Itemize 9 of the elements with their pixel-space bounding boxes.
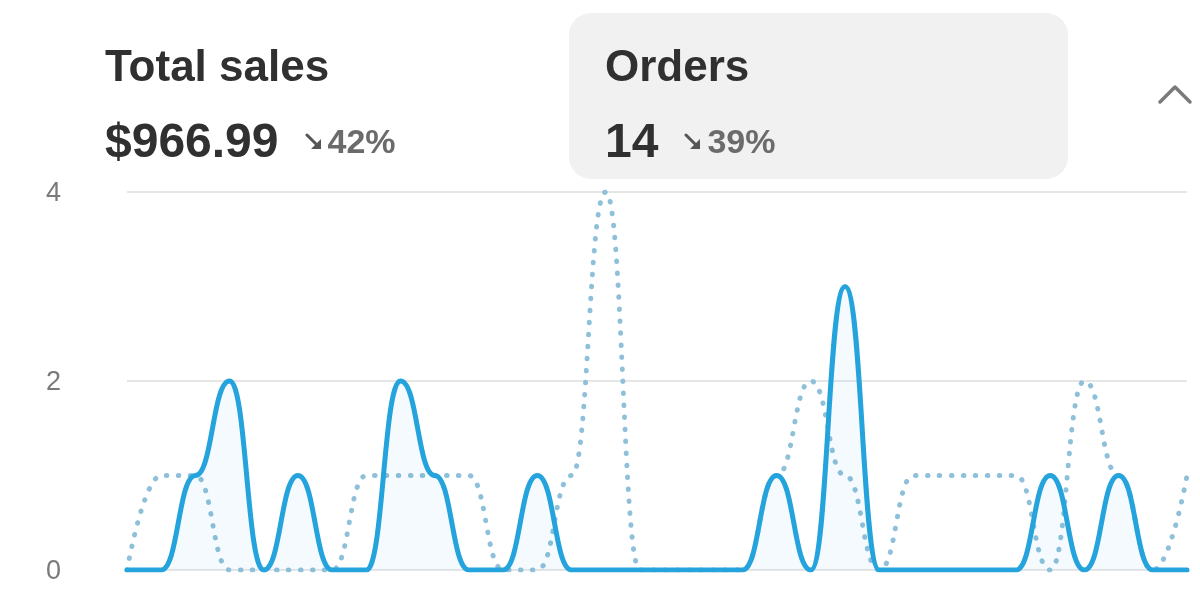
y-tick-label: 0 xyxy=(45,555,61,585)
text: $966.99 xyxy=(105,113,279,169)
text: 14 xyxy=(605,113,659,169)
text: 42% xyxy=(327,121,396,161)
text: Orders xyxy=(605,41,750,91)
text: 39% xyxy=(707,121,776,161)
y-tick-label: 2 xyxy=(45,366,61,396)
text: Total sales xyxy=(105,41,330,91)
y-tick-label: 4 xyxy=(45,177,61,207)
